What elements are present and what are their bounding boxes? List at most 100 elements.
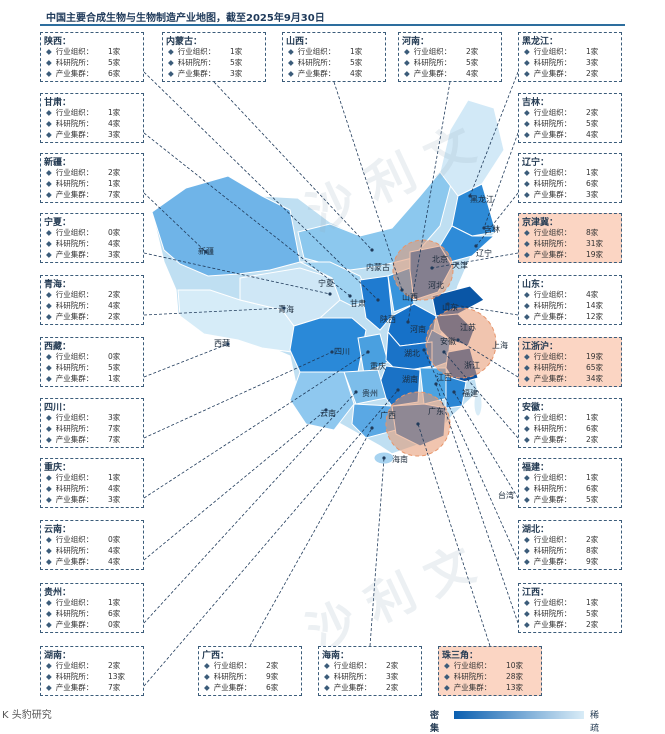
- diamond-bullet-icon: ◆: [46, 424, 52, 433]
- stat-label: 产业集群：: [533, 250, 572, 259]
- province-card: 广西： ◆ 行业组织： 2家 ◆ 科研院所： 9家 ◆ 产业集群： 6家: [198, 646, 302, 696]
- stat-value: 3家: [108, 250, 121, 259]
- stat-label: 产业集群：: [55, 69, 94, 78]
- stat-label: 科研院所：: [533, 239, 572, 248]
- leader-line: [447, 303, 519, 316]
- stat-row-org: ◆ 行业组织： 2家: [404, 47, 478, 56]
- leader-arrowhead: [370, 248, 374, 252]
- leader-line: [143, 252, 331, 295]
- stat-value: 6家: [108, 609, 121, 618]
- stat-value: 31家: [586, 239, 604, 248]
- map-region-label: 天津: [452, 260, 468, 270]
- diamond-bullet-icon: ◆: [324, 672, 330, 681]
- stat-label: 行业组织：: [533, 598, 572, 607]
- stat-value: 19家: [586, 250, 604, 259]
- diamond-bullet-icon: ◆: [46, 609, 52, 618]
- stat-label: 产业集群：: [55, 190, 94, 199]
- leader-arrowhead: [354, 390, 358, 394]
- map-region-label: 浙江: [464, 360, 480, 370]
- stat-value: 7家: [108, 190, 121, 199]
- province-card: 云南： ◆ 行业组织： 0家 ◆ 科研院所： 4家 ◆ 产业集群： 4家: [40, 520, 144, 570]
- diamond-bullet-icon: ◆: [46, 69, 52, 78]
- diamond-bullet-icon: ◆: [524, 435, 530, 444]
- stat-row-org: ◆ 行业组织： 1家: [46, 473, 120, 482]
- province-card: 西藏： ◆ 行业组织： 0家 ◆ 科研院所： 5家 ◆ 产业集群： 1家: [40, 337, 144, 387]
- region-hubei: [385, 330, 433, 373]
- stat-label: 行业组织：: [55, 47, 94, 56]
- stat-row-cluster: ◆ 产业集群： 4家: [288, 69, 362, 78]
- stat-label: 科研院所：: [213, 672, 252, 681]
- stat-label: 科研院所：: [533, 609, 572, 618]
- stat-row-lab: ◆ 科研院所： 6家: [46, 609, 120, 618]
- stat-value: 13家: [108, 672, 126, 681]
- stat-row-cluster: ◆ 产业集群： 7家: [46, 190, 120, 199]
- stat-label: 科研院所：: [413, 58, 452, 67]
- stat-label: 科研院所：: [55, 546, 94, 555]
- stat-value: 7家: [108, 424, 121, 433]
- leader-line: [369, 457, 385, 647]
- diamond-bullet-icon: ◆: [204, 683, 210, 692]
- stat-value: 12家: [586, 312, 604, 321]
- stat-value: 5家: [586, 609, 599, 618]
- stat-value: 2家: [108, 290, 121, 299]
- stat-row-lab: ◆ 科研院所： 5家: [46, 58, 120, 67]
- stat-label: 行业组织：: [55, 228, 94, 237]
- diamond-bullet-icon: ◆: [46, 301, 52, 310]
- map-region-label: 辽宁: [476, 248, 492, 258]
- stat-value: 5家: [586, 119, 599, 128]
- stat-value: 19家: [586, 352, 604, 361]
- diamond-bullet-icon: ◆: [288, 58, 294, 67]
- stat-label: 行业组织：: [55, 168, 94, 177]
- stat-row-org: ◆ 行业组织： 1家: [524, 47, 598, 56]
- stat-label: 产业集群：: [55, 495, 94, 504]
- diamond-bullet-icon: ◆: [204, 672, 210, 681]
- stat-label: 行业组织：: [55, 108, 94, 117]
- stat-label: 产业集群：: [55, 130, 94, 139]
- leader-arrowhead: [366, 350, 370, 354]
- diamond-bullet-icon: ◆: [524, 598, 530, 607]
- leader-line: [143, 391, 357, 624]
- stat-label: 行业组织：: [533, 535, 572, 544]
- map-region-label: 湖北: [404, 349, 420, 358]
- province-card: 四川： ◆ 行业组织： 3家 ◆ 科研院所： 7家 ◆ 产业集群： 7家: [40, 398, 144, 448]
- diamond-bullet-icon: ◆: [46, 190, 52, 199]
- diamond-bullet-icon: ◆: [524, 546, 530, 555]
- stat-row-lab: ◆ 科研院所： 6家: [524, 484, 598, 493]
- diamond-bullet-icon: ◆: [204, 661, 210, 670]
- diamond-bullet-icon: ◆: [168, 69, 174, 78]
- cluster-circle-jingjinji: [392, 239, 454, 301]
- stat-label: 科研院所：: [453, 672, 492, 681]
- stat-label: 科研院所：: [333, 672, 372, 681]
- diamond-bullet-icon: ◆: [168, 47, 174, 56]
- diamond-bullet-icon: ◆: [46, 58, 52, 67]
- stat-label: 科研院所：: [533, 301, 572, 310]
- stat-row-lab: ◆ 科研院所： 1家: [46, 179, 120, 188]
- map-region-label: 陕西: [380, 314, 396, 324]
- stat-value: 4家: [108, 301, 121, 310]
- leader-arrowhead: [442, 350, 446, 354]
- province-name: 京津冀：: [522, 218, 559, 228]
- province-card: 京津冀： ◆ 行业组织： 8家 ◆ 科研院所： 31家 ◆ 产业集群： 19家: [518, 213, 622, 263]
- leader-arrowhead: [348, 294, 352, 298]
- stat-value: 0家: [108, 228, 121, 237]
- stat-value: 0家: [108, 352, 121, 361]
- stat-label: 科研院所：: [177, 58, 216, 67]
- region-sichuan: [289, 317, 367, 381]
- stat-label: 产业集群：: [533, 557, 572, 566]
- province-name: 河南：: [402, 37, 430, 47]
- province-name: 广西：: [202, 651, 230, 661]
- diamond-bullet-icon: ◆: [444, 661, 450, 670]
- province-card: 湖北： ◆ 行业组织： 2家 ◆ 科研院所： 8家 ◆ 产业集群： 9家: [518, 520, 622, 570]
- stat-label: 产业集群：: [213, 683, 252, 692]
- diamond-bullet-icon: ◆: [524, 424, 530, 433]
- province-name: 山东：: [522, 280, 550, 290]
- stat-row-org: ◆ 行业组织： 0家: [46, 535, 120, 544]
- map-region-label: 江西: [436, 373, 452, 382]
- stat-row-cluster: ◆ 产业集群： 2家: [524, 69, 598, 78]
- stat-value: 4家: [108, 557, 121, 566]
- diamond-bullet-icon: ◆: [404, 69, 410, 78]
- stat-label: 行业组织：: [533, 47, 572, 56]
- stat-row-lab: ◆ 科研院所： 9家: [204, 672, 278, 681]
- stat-row-org: ◆ 行业组织： 1家: [168, 47, 242, 56]
- stat-value: 2家: [108, 661, 121, 670]
